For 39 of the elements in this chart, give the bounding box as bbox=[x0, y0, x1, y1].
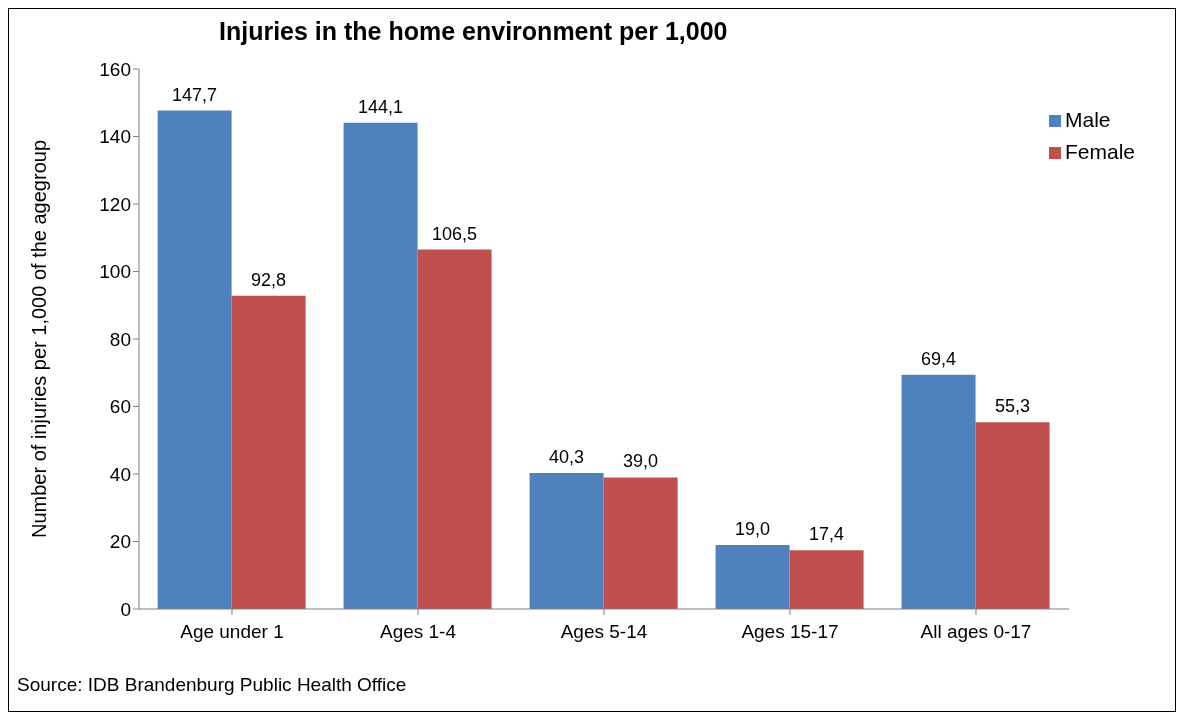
y-tick-label: 40 bbox=[109, 463, 131, 485]
bar bbox=[343, 122, 418, 609]
y-tick-label: 60 bbox=[109, 396, 131, 418]
y-tick-label: 100 bbox=[99, 261, 131, 283]
x-tick-label: All ages 0-17 bbox=[920, 621, 1032, 643]
x-tick-label: Ages 5-14 bbox=[560, 621, 648, 643]
bar bbox=[157, 110, 232, 609]
x-tick-label: Age under 1 bbox=[180, 621, 284, 643]
bar bbox=[901, 374, 976, 609]
chart-title: Injuries in the home environment per 1,000 bbox=[219, 17, 728, 46]
bar bbox=[789, 550, 864, 609]
source-note: Source: IDB Brandenburg Public Health Office bbox=[17, 674, 407, 696]
y-tick-label: 140 bbox=[99, 126, 131, 148]
data-label: 40,3 bbox=[549, 446, 585, 467]
x-tick-label: Ages 15-17 bbox=[741, 621, 839, 643]
data-label: 55,3 bbox=[995, 396, 1031, 417]
y-tick-label: 120 bbox=[99, 193, 131, 215]
data-label: 17,4 bbox=[809, 524, 845, 545]
bar bbox=[529, 472, 604, 609]
data-label: 19,0 bbox=[735, 518, 771, 539]
bar bbox=[715, 544, 790, 609]
bar bbox=[603, 477, 678, 609]
data-label: 92,8 bbox=[251, 269, 287, 290]
y-tick-label: 80 bbox=[109, 328, 131, 350]
data-label: 147,7 bbox=[172, 84, 218, 105]
legend-label: Male bbox=[1064, 108, 1111, 131]
y-axis-title: Number of injuries per 1,000 of the agegroup bbox=[28, 139, 51, 539]
x-tick-label: Ages 1-4 bbox=[379, 621, 457, 643]
legend-label: Female bbox=[1064, 140, 1135, 163]
y-tick-label: 0 bbox=[120, 598, 131, 620]
y-tick-label: 160 bbox=[99, 58, 131, 80]
data-label: 106,5 bbox=[432, 223, 478, 244]
data-label: 69,4 bbox=[921, 348, 957, 369]
y-tick-label: 20 bbox=[109, 531, 131, 553]
bar bbox=[975, 422, 1050, 609]
data-label: 144,1 bbox=[358, 96, 404, 117]
data-label: 39,0 bbox=[623, 451, 659, 472]
bar bbox=[231, 295, 306, 609]
bar bbox=[417, 249, 492, 609]
